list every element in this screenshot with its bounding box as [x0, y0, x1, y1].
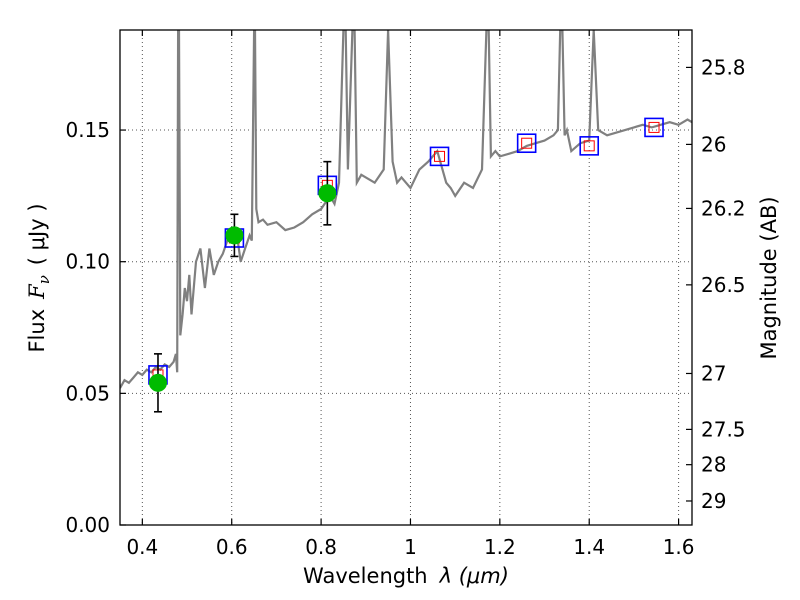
observed-point [318, 184, 337, 203]
x-tick-label: 1.2 [484, 535, 516, 559]
axis-ticks: 0.4 0.6 0.8 1 1.2 1.4 1.6 0.00 0.05 0.10 0.15 25.8 2… [65, 30, 746, 559]
y-tick-label: 0.15 [65, 118, 110, 142]
x-tick-label: 1.6 [663, 535, 695, 559]
model-photometry-box [516, 133, 537, 154]
x-axis-title: Wavelength λ (μm) [303, 564, 509, 588]
grid-lines [120, 30, 692, 525]
model-photometry-box [579, 136, 600, 156]
observed-point [225, 226, 244, 245]
x-tick-label: 0.8 [305, 535, 337, 559]
y-axis-title: FluxFν( μJy ) [25, 203, 53, 352]
plot-frame [119, 29, 693, 526]
model-photometry-box [644, 117, 664, 138]
mag-tick-label: 26 [701, 132, 726, 156]
y-tick-label: 0.10 [65, 250, 110, 274]
y2-axis-title: Magnitude (AB) [757, 196, 781, 359]
model-photometry-inner [648, 121, 660, 133]
x-tick-label: 1 [404, 535, 417, 559]
model-photometry-box [429, 146, 450, 167]
x-tick-label: 0.6 [216, 535, 248, 559]
mag-tick-label: 26.5 [701, 273, 746, 297]
observed-point [148, 373, 167, 392]
mag-tick-label: 25.8 [701, 55, 746, 79]
mag-tick-label: 26.2 [701, 196, 746, 220]
mag-tick-label: 27.5 [701, 417, 746, 441]
plot-data [120, 30, 692, 413]
mag-tick-label: 27 [701, 361, 726, 385]
mag-tick-label: 29 [701, 489, 726, 513]
mag-tick-label: 28 [701, 453, 726, 477]
y-tick-label: 0.05 [65, 381, 110, 405]
y-tick-label: 0.00 [65, 513, 110, 537]
x-tick-label: 1.4 [573, 535, 605, 559]
model-photometry-inner [583, 140, 595, 152]
model-photometry-inner [521, 137, 533, 149]
spectrum-line [120, 30, 692, 389]
model-photometry-inner [434, 150, 446, 162]
x-tick-label: 0.4 [126, 535, 158, 559]
